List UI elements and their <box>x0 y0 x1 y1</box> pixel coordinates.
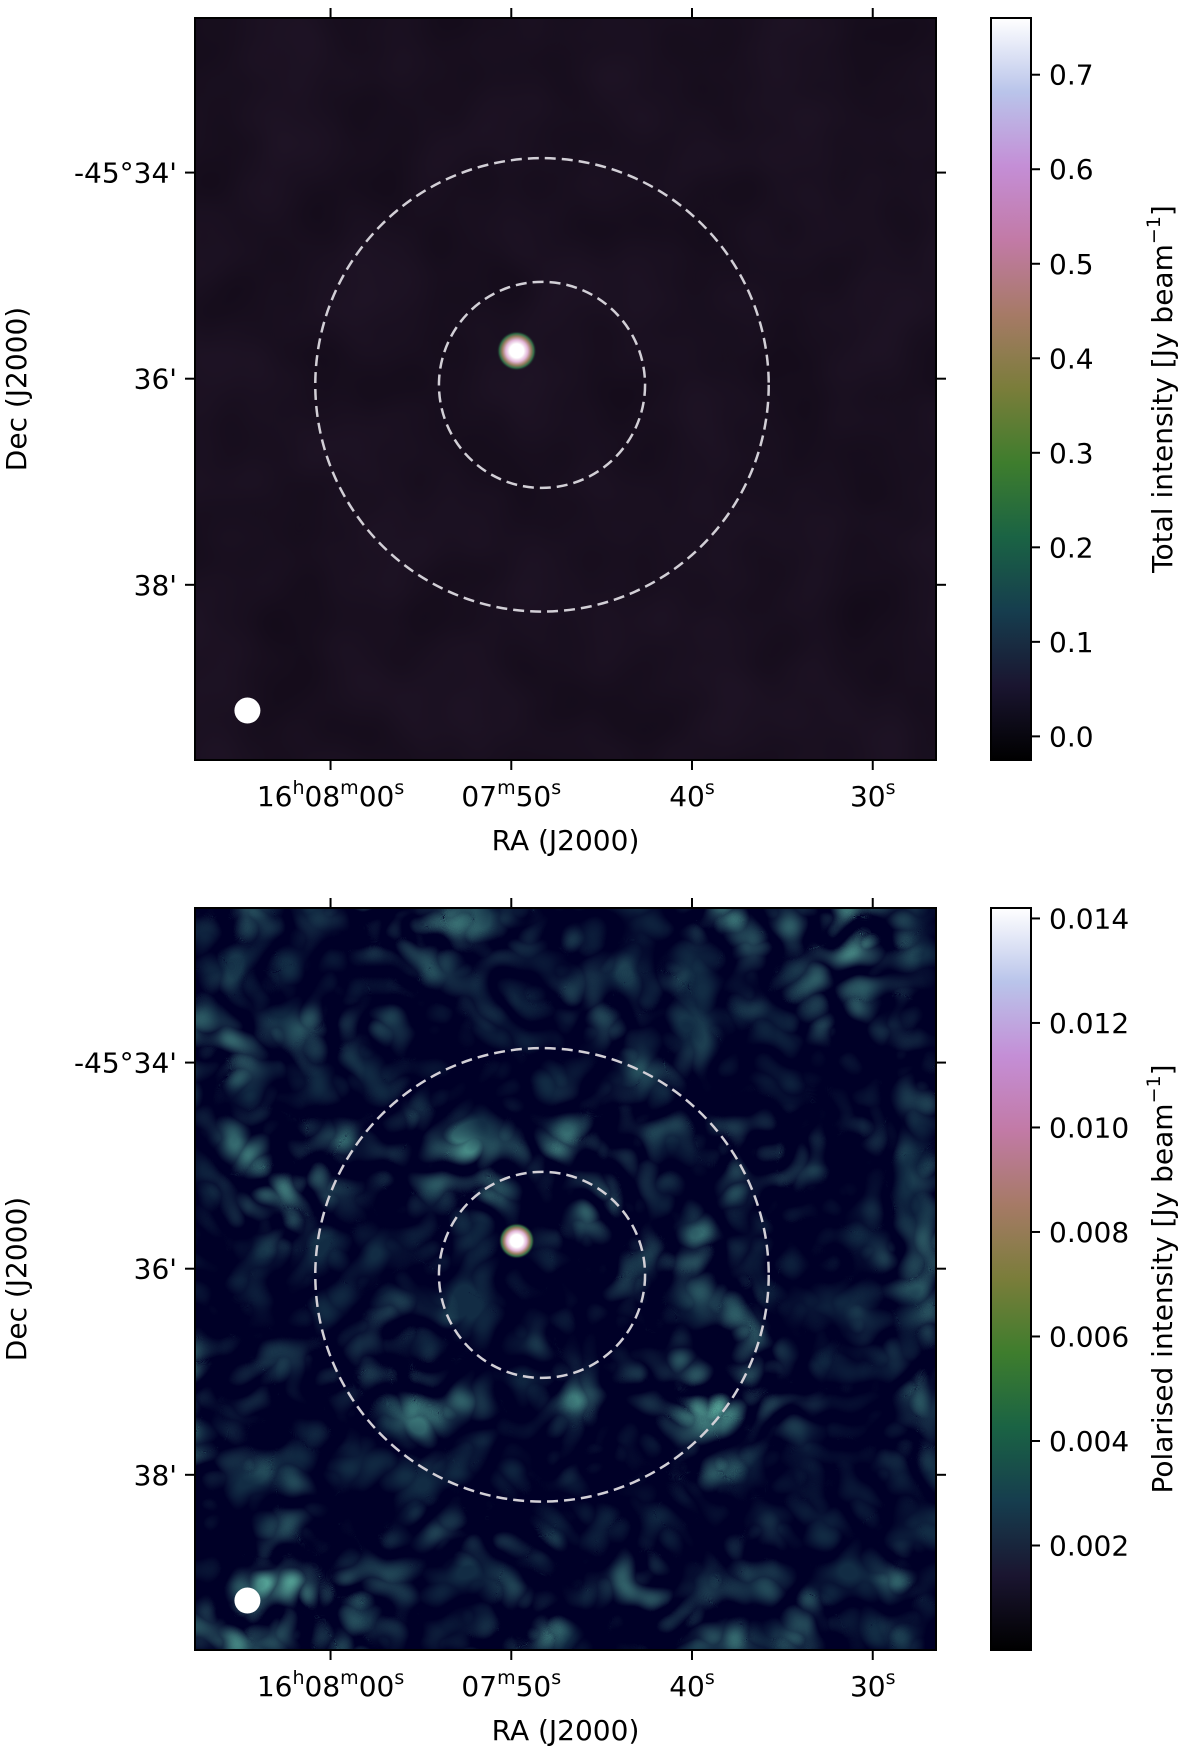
colorbar-tick-label: 0.010 <box>1049 1111 1129 1144</box>
noise-texture <box>195 18 936 760</box>
colorbar-tick-label: 0.008 <box>1049 1216 1129 1249</box>
colorbar-tick-label: 0.7 <box>1049 59 1094 92</box>
x-tick-label: 40s <box>669 777 715 813</box>
dashed-circle-1 <box>437 1170 647 1380</box>
colorbar-tick-label: 0.006 <box>1049 1320 1129 1353</box>
colorbar <box>990 907 1032 1651</box>
colorbar-tick-label: 0.5 <box>1049 248 1094 281</box>
colorbar-tick-label: 0.002 <box>1049 1529 1129 1562</box>
x-tick-label: 30s <box>850 777 896 813</box>
y-axis-label: Dec (J2000) <box>0 1197 33 1361</box>
panel-1: 16h08m00s 07m50s 40s 30s -45°34' 36' 38' RA (J2… <box>0 8 1179 857</box>
panel-2: 16h08m00s 07m50s 40s 30s -45°34' 36' 38' RA (J2… <box>0 898 1179 1747</box>
colorbar <box>990 17 1032 761</box>
colorbar-tick-label: 0.2 <box>1049 531 1094 564</box>
image-layer <box>195 908 936 1650</box>
colorbar-tick-label: 0.004 <box>1049 1425 1129 1458</box>
colorbar-label: Polarised intensity [Jy beam−1] <box>1143 1064 1179 1493</box>
dashed-circle-2 <box>314 156 770 613</box>
y-tick-label: 38' <box>134 1459 177 1492</box>
colorbar-label: Total intensity [Jy beam−1] <box>1143 205 1179 574</box>
image-layer <box>195 18 936 760</box>
y-tick-label: 38' <box>134 569 177 602</box>
x-tick-label: 07m50s <box>461 1667 561 1703</box>
source-peak <box>496 330 537 371</box>
x-tick-label: 16h08m00s <box>257 1667 404 1703</box>
x-tick-label: 40s <box>669 1667 715 1703</box>
beam-ellipse <box>234 1587 261 1614</box>
colorbar-tick-label: 0.4 <box>1049 342 1094 375</box>
y-axis-label: Dec (J2000) <box>0 307 33 471</box>
x-tick-label: 16h08m00s <box>257 777 404 813</box>
colorbar-tick-label: 0.3 <box>1049 437 1094 470</box>
source-peak <box>498 1222 535 1259</box>
x-tick-label: 07m50s <box>461 777 561 813</box>
x-tick-label: 30s <box>850 1667 896 1703</box>
colorbar-tick-label: 0.0 <box>1049 720 1094 753</box>
axes-frame <box>194 907 937 1651</box>
dashed-circle-1 <box>437 280 647 490</box>
axes-frame <box>194 17 937 761</box>
colorbar-tick-label: 0.012 <box>1049 1007 1129 1040</box>
beam-ellipse <box>234 697 261 724</box>
y-tick-label: -45°34' <box>74 157 177 190</box>
colorbar-tick-label: 0.6 <box>1049 153 1094 186</box>
x-axis-label: RA (J2000) <box>492 1714 640 1747</box>
colorbar-tick-label: 0.014 <box>1049 902 1129 935</box>
colorbar-tick-label: 0.1 <box>1049 626 1094 659</box>
y-tick-label: 36' <box>134 1253 177 1286</box>
y-tick-label: -45°34' <box>74 1047 177 1080</box>
x-axis-label: RA (J2000) <box>492 824 640 857</box>
noise-texture-dark <box>195 908 936 1650</box>
y-tick-label: 36' <box>134 363 177 396</box>
